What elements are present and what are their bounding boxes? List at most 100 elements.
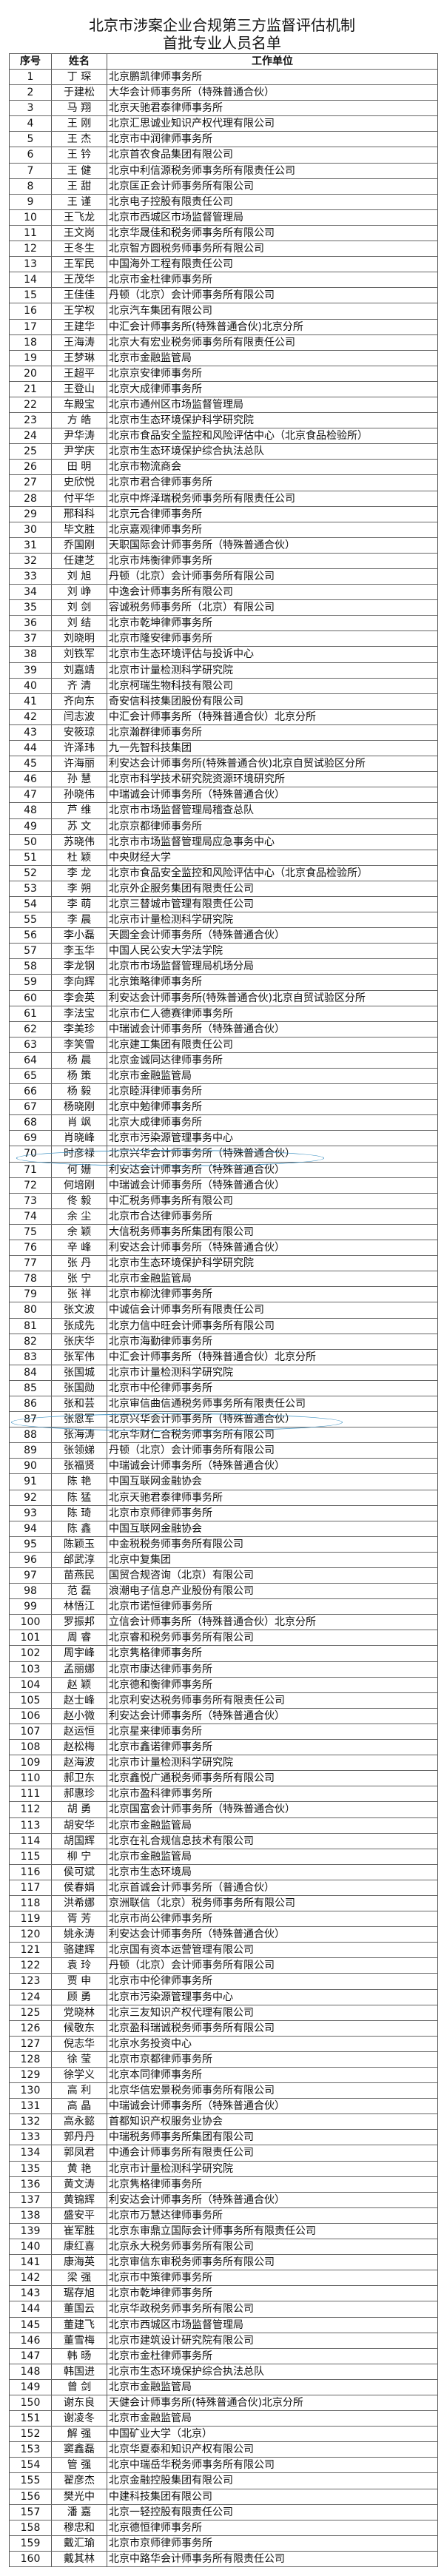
row-employer: 北京京安律师事务所 xyxy=(107,366,438,381)
row-name: 黄 艳 xyxy=(52,2161,107,2176)
table-row: 81 张成先 北京力信中旺会计师事务所有限公司 xyxy=(10,1318,438,1334)
table-row: 116 侯可斌 北京市生态环境局 xyxy=(10,1864,438,1880)
table-row: 80 张文波 中诚信会计师事务所有限责任公司 xyxy=(10,1302,438,1319)
row-name: 王 健 xyxy=(52,163,107,178)
row-employer: 中诚信会计师事务所有限责任公司 xyxy=(107,1302,438,1318)
table-row: 61 李法宝 北京市仁人德赛律师事务所 xyxy=(10,1006,438,1022)
row-index: 154 xyxy=(10,2458,52,2473)
table-row: 36 刘 结北京市乾坤律师事务所 xyxy=(10,616,438,632)
row-employer: 北京市京都律师事务所 xyxy=(107,2051,438,2067)
table-row: 72 何培刚 中瑞诚会计师事务所（特殊普通合伙） xyxy=(10,1177,438,1194)
row-employer: 北京中复集团 xyxy=(107,1552,438,1567)
row-name: 李美珍 xyxy=(52,1021,107,1037)
row-index: 137 xyxy=(10,2192,52,2207)
row-index: 130 xyxy=(10,2083,52,2099)
row-employer: 丹顿（北京）会计师事务所有限公司 xyxy=(107,1958,438,1974)
table-row: 25 尹学庆 北京市生态环境保护综合执法总队 xyxy=(10,444,438,460)
row-employer: 北京市计量检测科学研究院 xyxy=(107,2161,438,2176)
row-name: 周 睿 xyxy=(52,1630,107,1646)
row-index: 12 xyxy=(10,241,52,257)
row-index: 120 xyxy=(10,1927,52,1943)
row-employer: 北京华政税务师事务所有限公司 xyxy=(107,2301,438,2317)
table-row: 112 胡 勇北京国富会计师事务所（特殊普通合伙） xyxy=(10,1802,438,1818)
row-employer: 北京首农食品集团有限公司 xyxy=(107,147,438,163)
table-row: 77 张 丹北京市生态环境保护科学研究院 xyxy=(10,1256,438,1272)
row-name: 王 刚 xyxy=(52,116,107,132)
row-employer: 北京市建筑设计研究院有限公司 xyxy=(107,2333,438,2348)
row-employer: 北京市金杜律师事务所 xyxy=(107,2348,438,2364)
row-employer: 北京市市场监督管理局稽查总队 xyxy=(107,803,438,818)
row-index: 143 xyxy=(10,2286,52,2301)
row-name: 辛 峰 xyxy=(52,1240,107,1256)
row-name: 谢凌冬 xyxy=(52,2411,107,2427)
row-index: 126 xyxy=(10,2020,52,2036)
row-employer: 北京水务投资中心 xyxy=(107,2036,438,2051)
row-employer: 北京本同律师事务所 xyxy=(107,2068,438,2083)
row-employer: 北京市食品安全监控和风险评估中心（北京食品检验所） xyxy=(107,865,438,881)
row-name: 解 强 xyxy=(52,2427,107,2442)
row-index: 46 xyxy=(10,772,52,787)
row-index: 135 xyxy=(10,2161,52,2176)
row-index: 152 xyxy=(10,2427,52,2442)
row-name: 张国城 xyxy=(52,1365,107,1380)
row-employer: 北京市仁人德赛律师事务所 xyxy=(107,1006,438,1021)
row-employer: 奇安信科技集团股份有限公司 xyxy=(107,693,438,709)
table-row: 78 张 宁北京市金融监管局 xyxy=(10,1271,438,1288)
row-index: 48 xyxy=(10,803,52,818)
table-row: 10 王飞龙 北京市西城区市场监督管理局 xyxy=(10,209,438,226)
row-name: 侯可斌 xyxy=(52,1864,107,1880)
row-employer: 北京中勉律师事务所 xyxy=(107,1100,438,1115)
row-employer: 中瑞诚会计师事务所（特殊普通合伙） xyxy=(107,2099,438,2114)
table-row: 52 李 龙北京市食品安全监控和风险评估中心（北京食品检验所） xyxy=(10,865,438,881)
header-employer: 工作单位 xyxy=(107,54,438,69)
row-index: 113 xyxy=(10,1817,52,1833)
row-name: 高永懿 xyxy=(52,2114,107,2130)
row-name: 侯春娟 xyxy=(52,1880,107,1895)
row-employer: 北京审信曲信通税务师事务所有限责任公司 xyxy=(107,1396,438,1412)
row-index: 133 xyxy=(10,2130,52,2145)
row-employer: 北京市计量检测科学研究院 xyxy=(107,1365,438,1380)
row-index: 158 xyxy=(10,2520,52,2535)
row-name: 袁 玲 xyxy=(52,1958,107,1974)
table-row: 160 戴其林 北京中路华会计师事务所有限责任公司 xyxy=(10,2551,438,2567)
row-index: 121 xyxy=(10,1943,52,1958)
row-employer: 北京市金杜律师事务所 xyxy=(107,272,438,288)
row-name: 佟 毅 xyxy=(52,1193,107,1208)
table-row: 71 何 姗利安达会计师事务所（特殊普通合伙） xyxy=(10,1162,438,1178)
row-employer: 北京兴华会计师事务所（特殊普通合伙） xyxy=(107,1412,438,1427)
row-name: 李玉华 xyxy=(52,944,107,959)
table-row: 159 戴汇瑜 北京市京师律师事务所 xyxy=(10,2535,438,2552)
row-employer: 北京华信宏景税务师事务所有限公司 xyxy=(107,2083,438,2099)
row-employer: 中汇会计师事务所(特殊普通合伙)北京分所 xyxy=(107,319,438,334)
row-employer: 北京市科学技术研究院资源环境研究所 xyxy=(107,772,438,787)
table-row: 89 张领娣 丹顿（北京）会计师事务所有限公司 xyxy=(10,1443,438,1459)
table-row: 15 王佳佳 丹顿（北京）会计师事务所有限公司 xyxy=(10,288,438,304)
table-row: 35 刘 剑容诚税务师事务所（北京）有限公司 xyxy=(10,600,438,616)
row-index: 124 xyxy=(10,1989,52,2005)
row-index: 157 xyxy=(10,2504,52,2520)
row-name: 齐 清 xyxy=(52,678,107,693)
row-name: 陈 猛 xyxy=(52,1490,107,1505)
table-row: 85 张国勋 北京市中伦律师事务所 xyxy=(10,1380,438,1396)
row-employer: 中汇会计师事务所（特殊普通合伙）北京分所 xyxy=(107,709,438,724)
table-row: 111 郝惠珍 北京市盈科律师事务所 xyxy=(10,1786,438,1803)
row-name: 何 姗 xyxy=(52,1162,107,1177)
table-row: 158 穆忠和 北京德恒律师事务所 xyxy=(10,2520,438,2536)
row-index: 37 xyxy=(10,631,52,647)
row-employer: 丹顿（北京）会计师事务所有限公司 xyxy=(107,569,438,585)
row-name: 胡安华 xyxy=(52,1817,107,1833)
table-row: 153 窦鑫磊 北京华夏泰和知识产权有限公司 xyxy=(10,2442,438,2458)
row-index: 29 xyxy=(10,506,52,522)
table-row: 102 周宇峰 北京隽格律师事务所 xyxy=(10,1646,438,1662)
row-name: 张海涛 xyxy=(52,1427,107,1443)
row-name: 刘 旭 xyxy=(52,569,107,585)
row-name: 孟丽娜 xyxy=(52,1661,107,1677)
row-index: 11 xyxy=(10,225,52,241)
table-row: 31 乔国刚 天职国际会计师事务所（特殊普通合伙） xyxy=(10,537,438,554)
row-index: 52 xyxy=(10,865,52,881)
row-index: 73 xyxy=(10,1193,52,1208)
row-name: 刘 结 xyxy=(52,616,107,631)
row-index: 23 xyxy=(10,413,52,428)
row-index: 140 xyxy=(10,2239,52,2255)
